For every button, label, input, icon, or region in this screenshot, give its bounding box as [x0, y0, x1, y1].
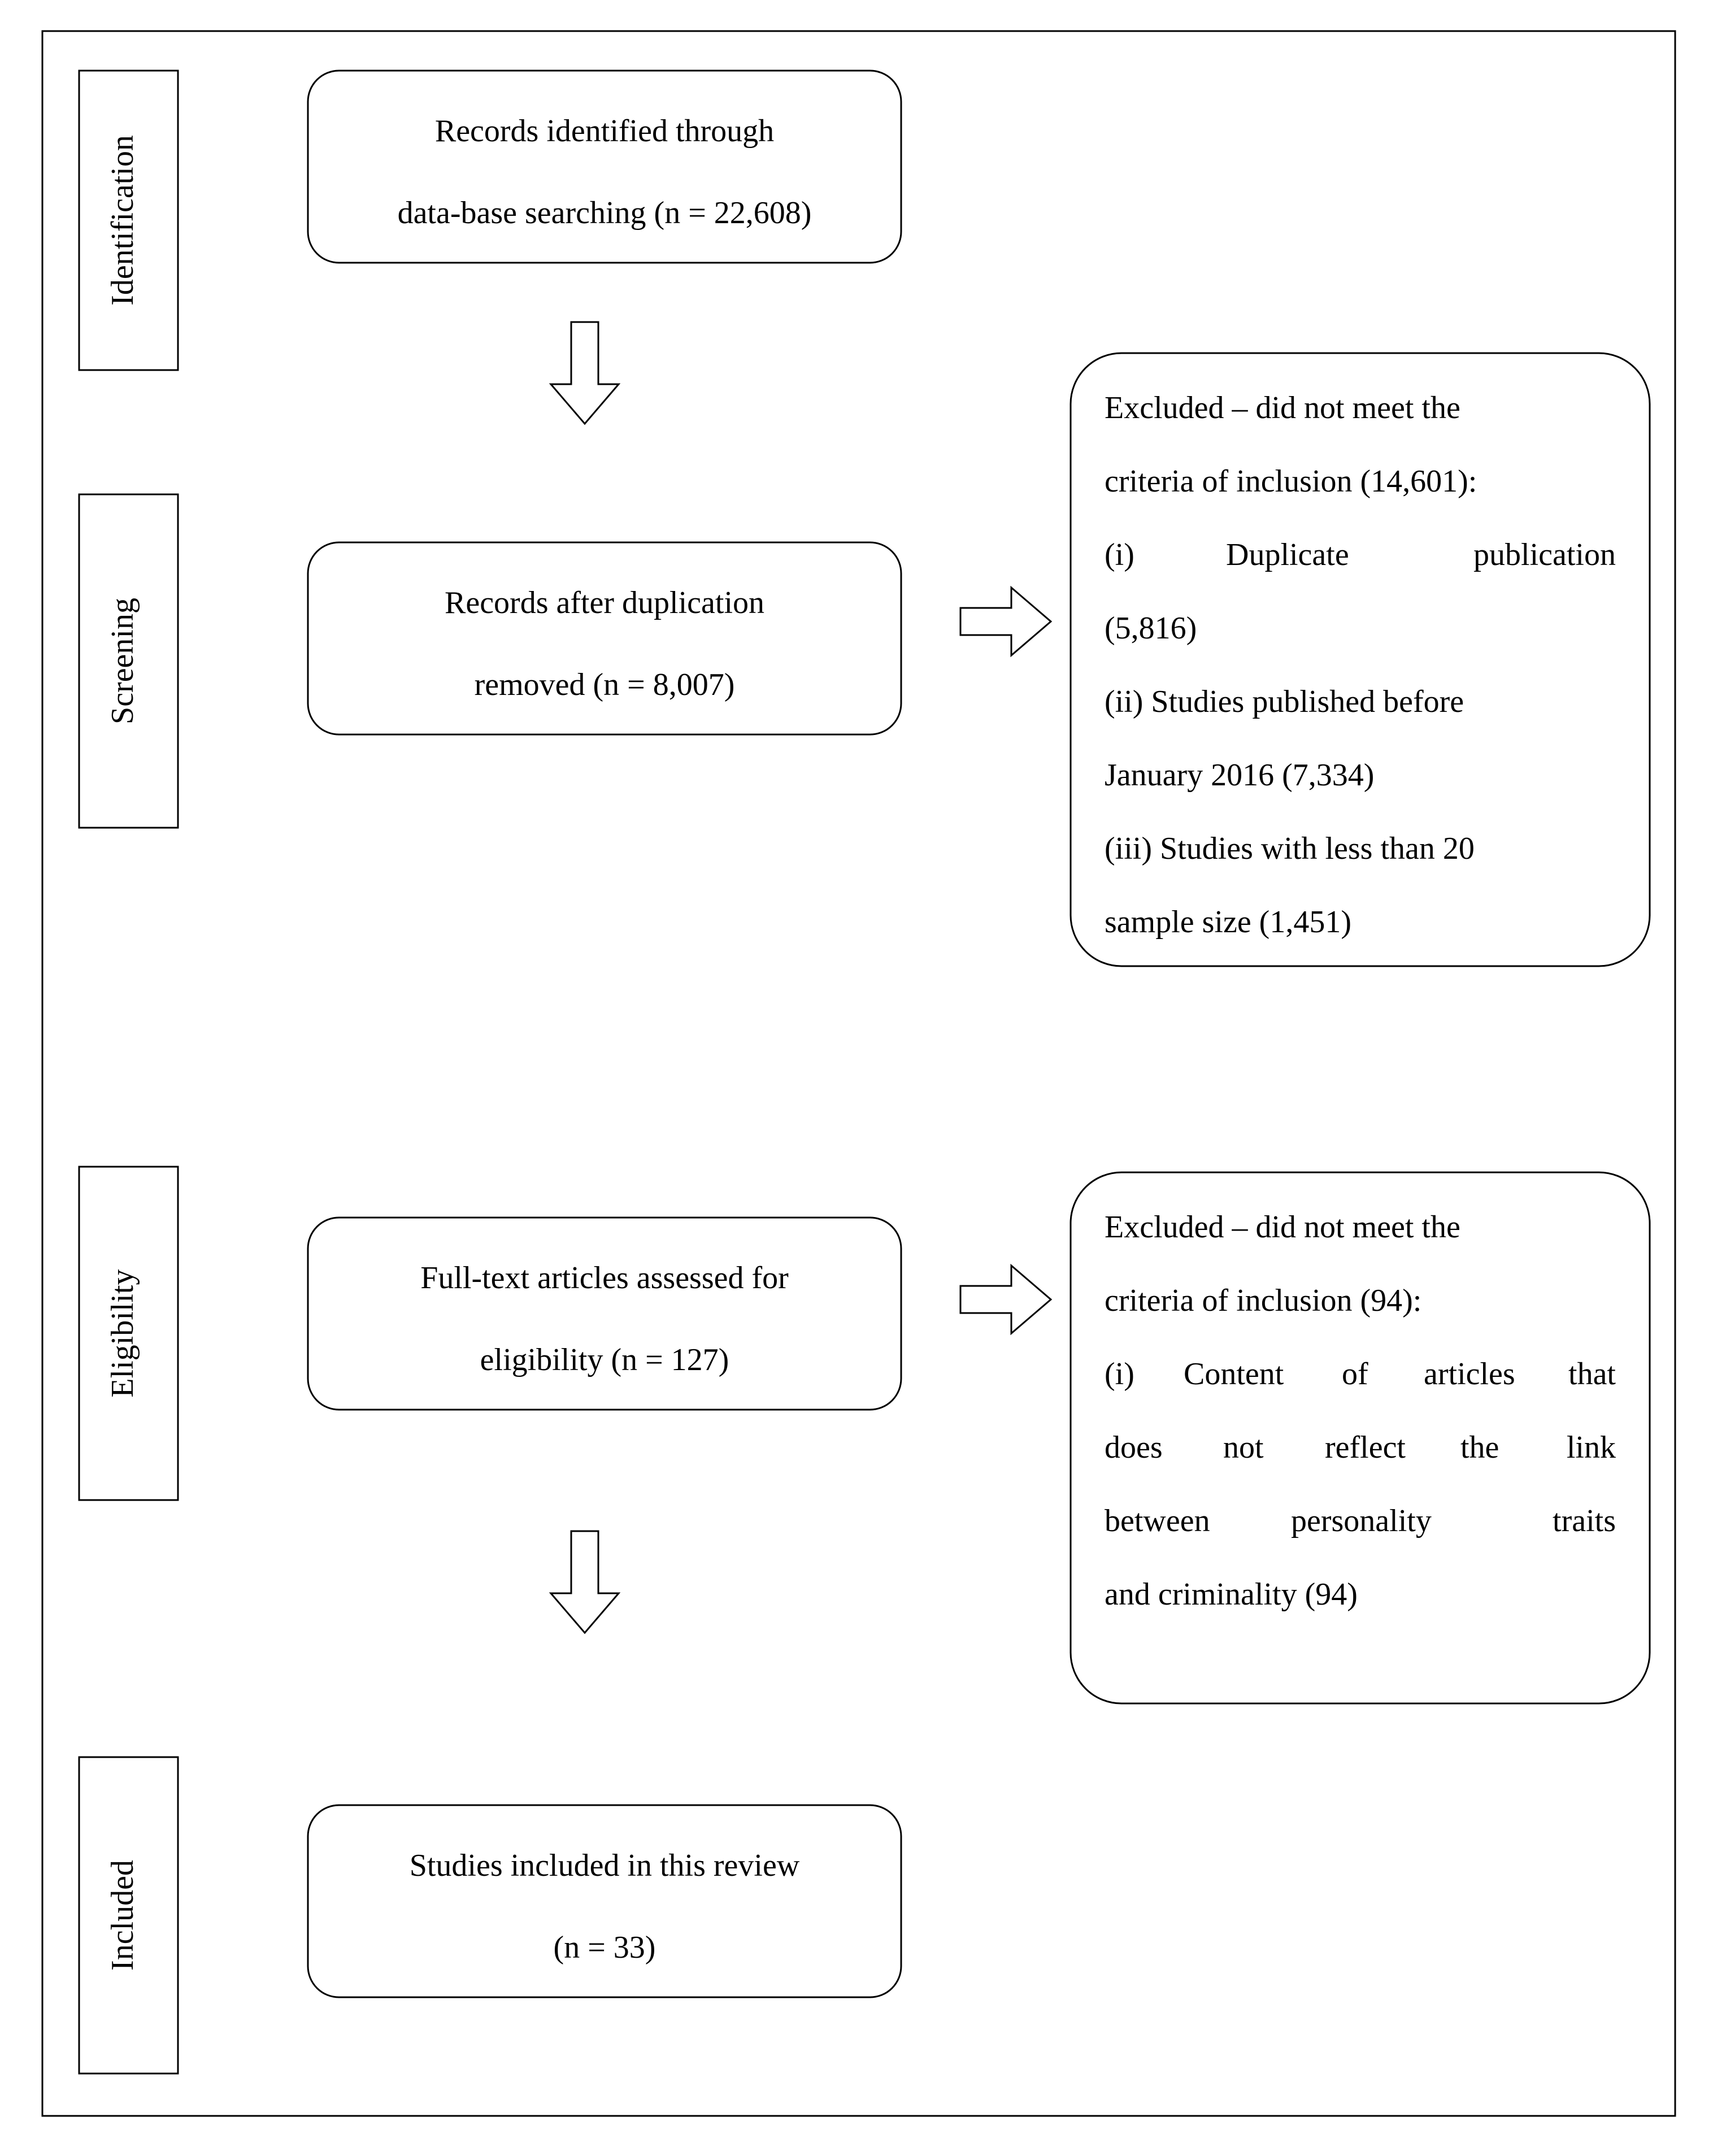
excl2-b1w1: (i) [1105, 1357, 1134, 1392]
excl2-b2w4: the [1460, 1430, 1499, 1465]
node-fulltext-assessed-line2: eligibility (n = 127) [480, 1342, 729, 1377]
stage-label-identification: Identification [105, 135, 140, 306]
excl1-line2: criteria of inclusion (14,601): [1105, 464, 1477, 499]
excl2-b1w3: of [1342, 1357, 1368, 1392]
node-studies-included-line2: (n = 33) [554, 1930, 656, 1965]
prisma-flowchart: Identification Screening Eligibility Inc… [0, 0, 1713, 2156]
excl2-b3w2: personality [1291, 1503, 1432, 1538]
excl1-ii-l1: (ii) Studies published before [1105, 684, 1464, 719]
excl2-b3w1: between [1105, 1503, 1210, 1538]
stage-label-included: Included [105, 1860, 140, 1971]
excl2-b3w3: traits [1553, 1503, 1616, 1538]
excl2-line2: criteria of inclusion (94): [1105, 1283, 1421, 1318]
excl1-i-w1: (i) [1105, 537, 1134, 572]
stage-eligibility: Eligibility [79, 1167, 178, 1500]
stage-screening: Screening [79, 494, 178, 828]
excl2-b1w4: articles [1424, 1357, 1515, 1392]
excl2-b2w2: not [1223, 1430, 1264, 1465]
node-records-identified-line1: Records identified through [435, 114, 774, 149]
outer-frame [42, 31, 1675, 2116]
excl2-last: and criminality (94) [1105, 1577, 1358, 1612]
excl2-b2w3: reflect [1325, 1430, 1406, 1465]
excl2-b1w2: Content [1184, 1357, 1284, 1392]
excl2-b2w5: link [1567, 1430, 1616, 1465]
excl2-b1w5: that [1568, 1357, 1616, 1392]
excl1-i-w3: publication [1473, 537, 1616, 572]
exclusion-box-screening: Excluded – did not meet the criteria of … [1071, 353, 1650, 966]
excl1-i-l2: (5,816) [1105, 611, 1197, 646]
stage-identification: Identification [79, 71, 178, 370]
node-studies-included-line1: Studies included in this review [410, 1848, 800, 1883]
node-records-after-duplication-line2: removed (n = 8,007) [475, 667, 735, 702]
node-fulltext-assessed-line1: Full-text articles assessed for [420, 1260, 789, 1296]
excl1-ii-l2: January 2016 (7,334) [1105, 758, 1374, 793]
stage-included: Included [79, 1757, 178, 2074]
node-studies-included: Studies included in this review (n = 33) [308, 1805, 901, 1997]
node-records-identified: Records identified through data-base sea… [308, 71, 901, 263]
excl1-iii-l1: (iii) Studies with less than 20 [1105, 831, 1475, 866]
excl1-iii-l2: sample size (1,451) [1105, 905, 1351, 940]
excl1-i-w2: Duplicate [1226, 537, 1349, 572]
exclusion-box-eligibility: Excluded – did not meet the criteria of … [1071, 1172, 1650, 1703]
excl1-line1: Excluded – did not meet the [1105, 390, 1460, 425]
excl2-line1: Excluded – did not meet the [1105, 1210, 1460, 1245]
stage-label-screening: Screening [105, 598, 140, 724]
node-records-identified-line2: data-base searching (n = 22,608) [398, 195, 812, 231]
excl2-b2w1: does [1105, 1430, 1163, 1465]
node-records-after-duplication: Records after duplication removed (n = 8… [308, 542, 901, 734]
node-records-after-duplication-line1: Records after duplication [445, 585, 764, 620]
node-fulltext-assessed: Full-text articles assessed for eligibil… [308, 1218, 901, 1410]
stage-label-eligibility: Eligibility [105, 1269, 140, 1397]
